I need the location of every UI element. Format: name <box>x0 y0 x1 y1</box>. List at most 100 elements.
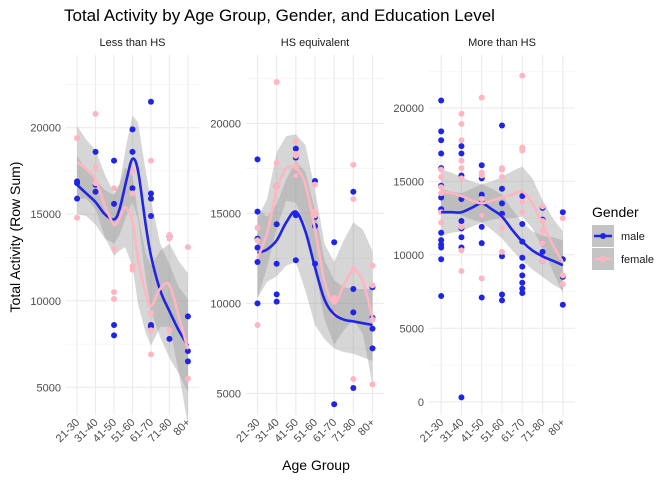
data-point-male <box>559 209 566 216</box>
data-point-female <box>458 110 465 117</box>
data-point-female <box>254 237 261 244</box>
y-tick-label: 15000 <box>30 209 61 221</box>
data-point-male <box>92 188 99 195</box>
data-point-male <box>499 185 505 192</box>
data-point-male <box>147 212 154 219</box>
data-point-male <box>111 200 118 207</box>
data-point-male <box>331 401 338 408</box>
x-tick-label: 80+ <box>171 417 193 439</box>
data-point-male <box>111 322 118 328</box>
data-point-male <box>350 309 357 316</box>
data-point-female <box>559 272 566 279</box>
confidence-band-male <box>441 184 563 291</box>
data-point-male <box>478 223 485 230</box>
data-point-male <box>519 193 526 200</box>
y-tick-label: 5000 <box>400 323 424 335</box>
data-point-female <box>292 138 299 145</box>
data-point-female <box>499 166 505 173</box>
facet-panel: Less than HS500010000150002000021-3031-4… <box>30 37 199 445</box>
data-point-male <box>438 128 445 135</box>
data-point-female <box>350 161 357 168</box>
data-point-male <box>438 194 445 201</box>
data-point-female <box>350 376 357 382</box>
data-point-male <box>254 300 261 307</box>
data-point-male <box>458 394 465 401</box>
data-point-male <box>438 229 445 236</box>
smooth-line-female <box>76 161 190 350</box>
y-tick-label: 0 <box>418 397 424 409</box>
smooth-line-male <box>441 202 564 267</box>
data-point-male <box>438 137 445 144</box>
data-point-male <box>273 260 280 267</box>
data-point-male <box>147 190 154 197</box>
data-point-female <box>273 160 280 166</box>
y-tick-label: 5000 <box>37 382 61 394</box>
data-point-male <box>478 191 485 198</box>
data-point-male <box>166 335 173 342</box>
data-point-male <box>129 126 136 133</box>
data-point-female <box>166 235 173 242</box>
data-point-male <box>369 325 376 332</box>
data-point-male <box>438 256 445 263</box>
data-point-female <box>478 172 485 179</box>
data-point-male <box>254 156 261 163</box>
facet-panel: More than HS0500010000150002000021-3031-… <box>393 37 575 445</box>
data-point-male <box>458 234 465 241</box>
data-point-male <box>499 200 505 207</box>
data-point-female <box>539 240 546 247</box>
smooth-line-male <box>76 157 190 347</box>
data-point-male <box>519 263 526 270</box>
data-point-female <box>499 248 505 255</box>
data-point-female <box>331 295 338 301</box>
data-point-female <box>273 79 280 85</box>
data-point-male <box>519 285 526 292</box>
confidence-band-female <box>257 134 373 385</box>
data-point-female <box>369 262 376 269</box>
data-point-female <box>438 184 445 191</box>
data-point-male <box>292 145 299 152</box>
data-point-male <box>478 240 485 247</box>
data-point-female <box>519 198 526 205</box>
chart-title: Total Activity by Age Group, Gender, and… <box>64 6 495 25</box>
data-point-male <box>519 279 526 286</box>
data-point-female <box>147 309 154 316</box>
data-point-male <box>254 244 261 251</box>
data-point-male <box>559 301 566 308</box>
data-point-male <box>499 253 505 260</box>
data-point-male <box>184 358 191 365</box>
data-point-female <box>438 173 445 180</box>
data-point-female <box>458 247 465 254</box>
data-point-male <box>458 218 465 225</box>
data-point-female <box>147 327 154 334</box>
data-point-male <box>129 185 136 192</box>
data-point-male <box>478 162 485 169</box>
facet-strip-title: More than HS <box>468 37 536 49</box>
data-point-female <box>458 121 465 128</box>
y-tick-label: 10000 <box>30 296 61 308</box>
data-point-female <box>111 245 118 252</box>
data-point-female <box>438 166 445 173</box>
data-point-female <box>369 316 376 323</box>
data-point-male <box>519 220 526 227</box>
data-point-male <box>478 294 485 301</box>
data-point-female <box>539 203 546 210</box>
legend-title: Gender <box>592 204 639 220</box>
facet-panels: Less than HS500010000150002000021-3031-4… <box>30 37 575 445</box>
legend-entries: male female <box>592 225 654 270</box>
facet-strip-title: HS equivalent <box>281 37 350 49</box>
smooth-line-female <box>256 164 374 319</box>
y-tick-label: 15000 <box>210 208 241 220</box>
y-tick-label: 20000 <box>393 103 424 115</box>
data-point-female <box>254 224 261 231</box>
data-point-male <box>438 244 445 251</box>
legend-label: male <box>621 231 645 243</box>
confidence-band-male <box>77 115 188 393</box>
data-point-female <box>478 212 485 219</box>
data-point-female <box>74 214 81 221</box>
y-tick-label: 10000 <box>210 298 241 310</box>
data-point-female <box>478 196 485 202</box>
data-point-female <box>184 375 191 382</box>
data-point-female <box>147 351 154 358</box>
data-point-female <box>254 322 261 328</box>
